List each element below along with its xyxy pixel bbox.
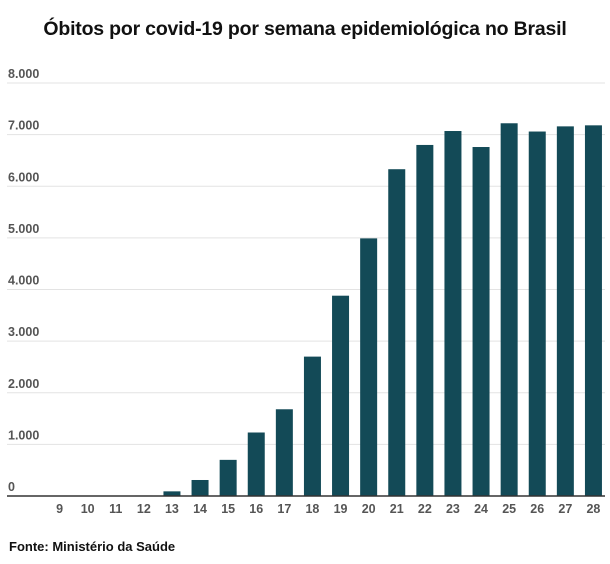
bars	[135, 123, 602, 497]
bar	[528, 131, 546, 496]
y-tick-label: 8.000	[8, 67, 39, 81]
x-tick-label: 11	[109, 502, 122, 516]
x-tick-label: 14	[193, 502, 207, 516]
y-tick-label: 7.000	[8, 119, 39, 133]
bar	[388, 169, 406, 496]
y-tick-label: 4.000	[8, 274, 39, 288]
bar	[219, 459, 237, 496]
x-tick-label: 19	[334, 502, 348, 516]
bar	[584, 125, 602, 497]
x-tick-label: 9	[56, 502, 63, 516]
bar	[360, 238, 378, 497]
y-tick-label: 3.000	[8, 325, 39, 339]
y-tick-label: 6.000	[8, 170, 39, 184]
bar	[500, 123, 518, 496]
x-tick-label: 26	[530, 502, 544, 516]
bar	[191, 479, 209, 496]
y-tick-label: 5.000	[8, 222, 39, 236]
x-tick-label: 24	[474, 502, 488, 516]
bar	[163, 491, 181, 496]
bar	[416, 144, 434, 496]
x-tick-label: 15	[221, 502, 235, 516]
x-tick-label: 10	[81, 502, 95, 516]
x-tick-label: 22	[418, 502, 432, 516]
x-tick-label: 12	[137, 502, 151, 516]
bar	[556, 126, 574, 497]
y-tick-label: 2.000	[8, 377, 39, 391]
x-tick-label: 25	[502, 502, 516, 516]
bar	[332, 295, 350, 496]
y-axis-ticks: 0 1.000 2.000 3.000 4.000 5.000 6.000 7.000 8.00…	[8, 67, 39, 494]
x-tick-label: 28	[586, 502, 600, 516]
x-tick-label: 13	[165, 502, 179, 516]
source-note: Fonte: Ministério da Saúde	[9, 539, 176, 554]
chart-title: Óbitos por covid-19 por semana epidemiol…	[43, 18, 567, 40]
x-tick-label: 21	[390, 502, 404, 516]
bar	[247, 432, 265, 496]
x-tick-label: 23	[446, 502, 460, 516]
x-tick-label: 27	[558, 502, 572, 516]
x-tick-label: 16	[249, 502, 263, 516]
bar	[472, 147, 490, 496]
bar	[444, 131, 462, 497]
bar	[303, 356, 321, 496]
x-tick-label: 17	[277, 502, 291, 516]
bar	[275, 409, 293, 496]
x-tick-label: 18	[305, 502, 319, 516]
x-tick-label: 20	[362, 502, 376, 516]
x-axis-ticks: 9 10 11 12 13 14 15 16 17 18 19 20 21 22 23 24 25 26 27 28	[56, 502, 600, 516]
y-tick-label: 0	[8, 480, 15, 494]
y-tick-label: 1.000	[8, 428, 39, 442]
